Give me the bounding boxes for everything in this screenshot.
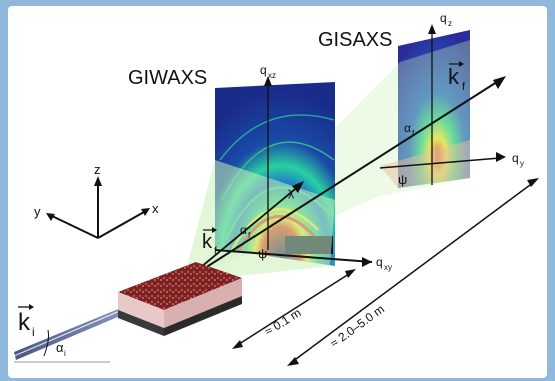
- svg-text:q: q: [440, 11, 447, 25]
- giwaxs-label: GIWAXS: [128, 67, 207, 89]
- svg-text:q: q: [512, 151, 519, 165]
- svg-text:α: α: [240, 223, 247, 237]
- svg-text:f: f: [248, 231, 251, 240]
- svg-text:f: f: [412, 129, 415, 138]
- alpha-i-label: α i: [56, 340, 66, 358]
- svg-text:xy: xy: [384, 263, 392, 272]
- distance-short-arrow: [232, 269, 356, 349]
- svg-text:i: i: [64, 349, 66, 358]
- svg-text:k: k: [18, 309, 31, 336]
- svg-text:k: k: [202, 231, 213, 253]
- svg-text:q: q: [376, 255, 383, 269]
- psi-front-label: ψ: [258, 246, 267, 261]
- alpha-f-front-label: α f: [240, 223, 251, 240]
- kf-back-label: k f: [448, 61, 466, 93]
- ki-label: k i: [18, 304, 35, 339]
- kf-back-arrow: [182, 79, 501, 283]
- qxy-label: q xy: [376, 255, 392, 272]
- distance-long-arrow: [287, 178, 539, 366]
- sample: [118, 262, 242, 336]
- svg-text:α: α: [404, 121, 411, 135]
- psi-back-label: ψ: [398, 172, 407, 187]
- coordinate-axes: [46, 176, 150, 239]
- svg-text:k: k: [448, 64, 460, 89]
- svg-text:q: q: [260, 63, 267, 77]
- alpha-i-arc: [43, 329, 49, 357]
- svg-text:xz: xz: [268, 71, 276, 80]
- axis-x-label: x: [152, 201, 159, 216]
- svg-text:f: f: [214, 246, 217, 257]
- alpha-f-back-label: α f: [404, 121, 415, 138]
- qz-label: q z: [440, 11, 452, 28]
- svg-text:i: i: [32, 325, 35, 339]
- axis-z-label: z: [94, 162, 101, 177]
- chi-label: χ: [288, 185, 295, 199]
- svg-text:f: f: [462, 81, 466, 93]
- axis-y-label: y: [34, 204, 41, 219]
- kf-front-label: k f: [202, 227, 217, 257]
- svg-text:y: y: [520, 159, 524, 168]
- qy-label: q y: [512, 151, 524, 168]
- svg-text:z: z: [448, 19, 452, 28]
- qxy-axis: [214, 249, 373, 263]
- svg-text:α: α: [56, 340, 64, 355]
- gisaxs-label: GISAXS: [318, 29, 392, 51]
- qxz-label: q xz: [260, 63, 276, 80]
- qy-axis: [379, 157, 501, 169]
